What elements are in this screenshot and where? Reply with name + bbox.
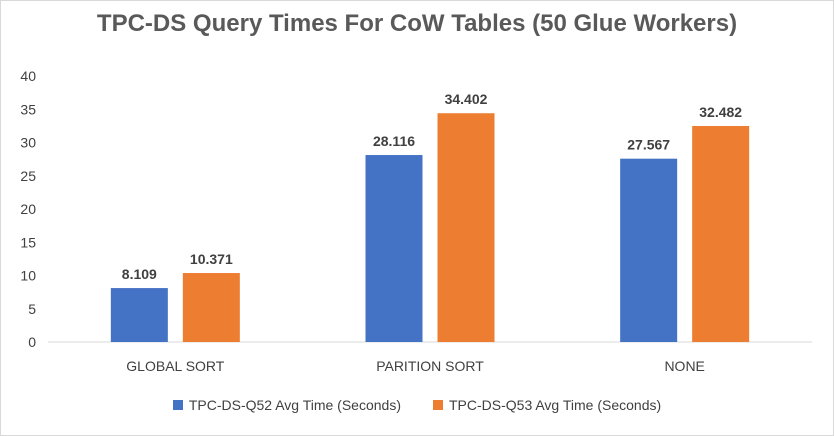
y-tick-label: 10 [20, 268, 36, 284]
bar-q52-0 [110, 288, 168, 342]
chart-legend: TPC-DS-Q52 Avg Time (Seconds) TPC-DS-Q53… [0, 397, 834, 413]
y-tick-label: 5 [28, 301, 36, 317]
y-tick-label: 15 [20, 234, 36, 250]
data-label: 28.116 [373, 133, 415, 149]
data-label: 8.109 [122, 266, 157, 282]
bar-q53-2 [692, 125, 750, 343]
x-tick-label: PARITION SORT [376, 358, 484, 374]
legend-label-q53: TPC-DS-Q53 Avg Time (Seconds) [449, 397, 662, 413]
data-label: 27.567 [627, 137, 670, 153]
x-tick-label: GLOBAL SORT [126, 358, 224, 374]
y-tick-label: 25 [20, 168, 36, 184]
data-label: 34.402 [445, 91, 488, 107]
x-tick-label: NONE [664, 358, 704, 374]
y-tick-label: 20 [20, 201, 36, 217]
data-label: 32.482 [699, 104, 742, 120]
y-tick-label: 0 [28, 334, 36, 350]
legend-swatch-q53 [433, 400, 443, 410]
y-tick-label: 35 [20, 101, 36, 117]
data-label: 10.371 [190, 251, 233, 267]
legend-item-q53: TPC-DS-Q53 Avg Time (Seconds) [433, 397, 661, 413]
bar-q52-1 [365, 155, 423, 342]
bar-q52-2 [620, 158, 678, 342]
bar-q53-1 [437, 113, 495, 342]
y-tick-label: 40 [20, 68, 36, 84]
bar-q53-0 [182, 273, 240, 342]
chart-title: TPC-DS Query Times For CoW Tables (50 Gl… [96, 10, 738, 37]
y-tick-label: 30 [20, 135, 36, 151]
legend-swatch-q52 [172, 400, 183, 410]
legend-label-q52: TPC-DS-Q52 Avg Time (Seconds) [188, 397, 401, 413]
legend-item-q52: TPC-DS-Q52 Avg Time (Seconds) [172, 397, 401, 413]
